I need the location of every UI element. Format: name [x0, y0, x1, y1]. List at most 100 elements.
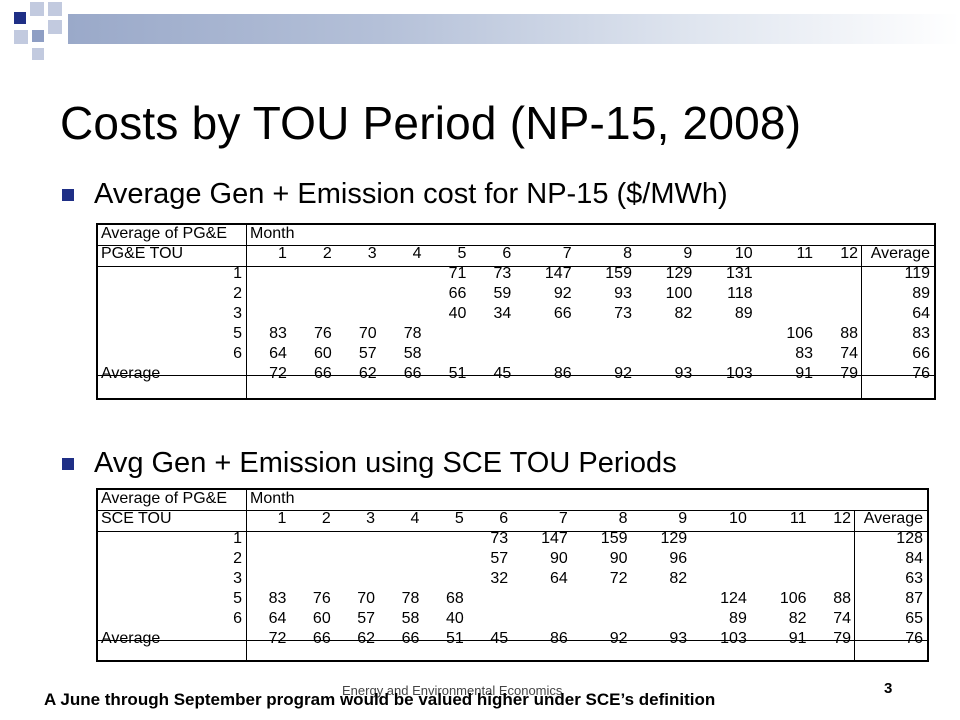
table-cell	[572, 589, 632, 609]
table-cell	[632, 589, 692, 609]
table-cell: 83	[795, 345, 814, 362]
row-label: 5	[233, 325, 242, 342]
table-cell	[381, 304, 426, 324]
column-header: 10	[734, 245, 753, 262]
bullet-text: Average Gen + Emission cost for NP-15 ($…	[94, 178, 728, 210]
table-cell: 73	[614, 305, 632, 322]
column-header: Average	[870, 245, 930, 262]
footer-text: Energy and Environmental Economics	[342, 683, 563, 698]
bullet-icon	[62, 457, 74, 470]
table-cell	[336, 304, 381, 324]
table-cell	[632, 609, 692, 629]
decor-square	[30, 2, 44, 16]
row-label: 1	[233, 265, 242, 282]
table-cell: 83	[912, 325, 930, 342]
table-cell: 34	[493, 305, 512, 322]
corner-label: Average of PG&E	[101, 225, 227, 242]
table-row: 3 40 34 66 73 82 89 64	[97, 304, 934, 324]
table-total-row: Average 72 66 62 66 51 45 86 92 93 103 91 79 76	[97, 364, 934, 384]
total-cell: 93	[674, 365, 693, 382]
table-row: 5 83 76 70 78 106 88 83	[97, 324, 934, 344]
table-cell: 68	[446, 590, 464, 607]
total-label: Average	[101, 365, 161, 382]
table-cell: 76	[312, 590, 331, 607]
total-cell: 62	[358, 365, 377, 382]
conclusion-note: A June through September program would b…	[44, 690, 716, 709]
table-cell: 71	[448, 265, 467, 282]
total-cell: 66	[401, 630, 420, 647]
table-cell: 57	[357, 610, 376, 627]
table-cell	[811, 529, 855, 549]
table-cell	[291, 284, 336, 304]
table-cell: 60	[313, 345, 332, 362]
table-cell: 58	[403, 345, 422, 362]
column-header: 6	[499, 510, 509, 527]
table-cell	[691, 569, 751, 589]
row-label: 1	[233, 530, 242, 547]
table-cell: 70	[357, 590, 376, 607]
table-cell: 83	[268, 590, 287, 607]
table-header-row: SCE TOU 1 2 3 4 5 6 7 8 9 10 11 12 Average	[97, 509, 927, 529]
table-header-row: Average of PG&E Month	[97, 224, 934, 244]
column-header: 7	[562, 245, 572, 262]
decor-square	[14, 30, 28, 44]
decor-square	[48, 2, 62, 16]
table-cell	[291, 304, 336, 324]
column-header: 4	[410, 510, 420, 527]
table-cell	[512, 589, 572, 609]
table-cell	[757, 284, 817, 304]
table-cell: 93	[614, 285, 632, 302]
table-cell	[757, 304, 817, 324]
total-cell: 66	[313, 365, 332, 382]
table-cell	[751, 529, 811, 549]
table-cell: 96	[669, 550, 688, 567]
table-cell: 147	[541, 530, 568, 547]
column-header: 2	[321, 510, 331, 527]
row-label: 2	[233, 285, 242, 302]
table-cell: 57	[490, 550, 509, 567]
row-label: 6	[233, 345, 242, 362]
table-cell: 124	[720, 590, 747, 607]
table-cell	[515, 344, 575, 364]
table-cell: 40	[448, 305, 467, 322]
column-header: 8	[618, 510, 628, 527]
column-header: 12	[840, 245, 858, 262]
table-cell: 57	[358, 345, 377, 362]
table-cell	[470, 324, 515, 344]
table-cell: 82	[788, 610, 807, 627]
decor-square	[32, 48, 44, 60]
table-cell	[379, 529, 423, 549]
total-cell: 91	[788, 630, 807, 647]
total-cell: 103	[725, 365, 753, 382]
table-cell: 89	[734, 305, 753, 322]
table-cell: 159	[605, 265, 632, 282]
table-cell: 89	[912, 285, 930, 302]
table-cell: 59	[493, 285, 512, 302]
table-cell: 82	[669, 570, 688, 587]
table-cell: 89	[729, 610, 747, 627]
table-cell	[426, 344, 471, 364]
decor-square	[14, 12, 26, 24]
row-label: 3	[233, 305, 242, 322]
column-header: 10	[729, 510, 747, 527]
table-cell	[468, 589, 512, 609]
table-cell	[246, 529, 290, 549]
table-cell	[691, 549, 751, 569]
table-row: 6 64 60 57 58 40 89 82 74 65	[97, 609, 927, 629]
row-label: 3	[233, 570, 242, 587]
table-cell	[335, 569, 379, 589]
table-cell	[817, 284, 862, 304]
bullet-item-2: Avg Gen + Emission using SCE TOU Periods	[62, 447, 677, 480]
table-cell	[636, 344, 696, 364]
table-cell: 84	[905, 550, 923, 567]
total-cell: 72	[269, 365, 287, 382]
decor-square	[48, 20, 62, 34]
table-cell	[335, 529, 379, 549]
column-group-label: Month	[250, 490, 295, 507]
table-cell: 90	[550, 550, 568, 567]
page-number: 3	[884, 680, 893, 697]
column-header: 1	[277, 510, 287, 527]
row-field-label: SCE TOU	[101, 510, 172, 527]
table-cell	[576, 344, 636, 364]
table-cell	[751, 569, 811, 589]
